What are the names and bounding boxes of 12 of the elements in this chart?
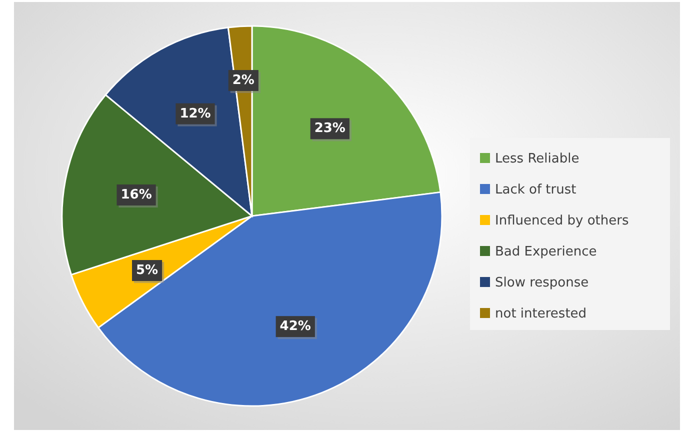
legend-label: Slow response xyxy=(495,276,589,291)
slice-label: Lack of trust xyxy=(495,182,576,198)
data-label: 16% xyxy=(120,187,152,202)
legend-label: Influenced by others xyxy=(495,214,629,229)
data-label: 42% xyxy=(280,319,311,334)
data-label: 12% xyxy=(180,106,211,122)
legend-label: Less Reliable xyxy=(495,152,580,167)
data-label: 5% xyxy=(136,263,158,278)
data-label: 2% xyxy=(232,73,254,88)
legend-label: not interested xyxy=(495,306,587,322)
data-label: 23% xyxy=(314,121,346,136)
legend-label: Bad Experience xyxy=(495,244,597,260)
